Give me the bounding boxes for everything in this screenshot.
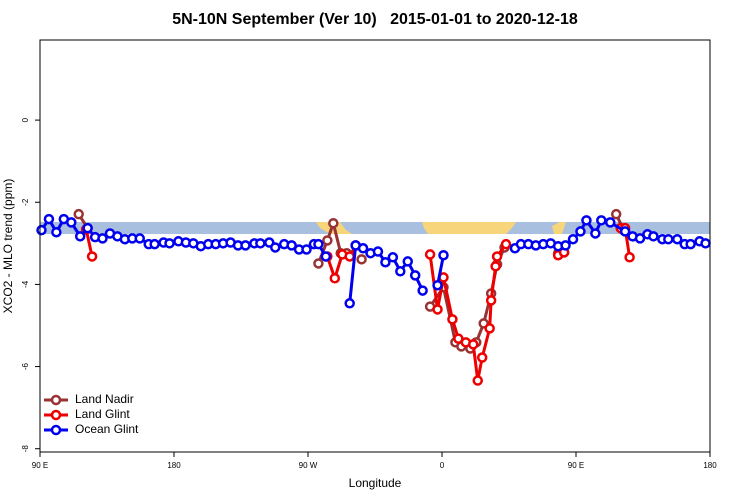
data-point bbox=[329, 272, 341, 284]
data-point bbox=[560, 240, 571, 251]
data-point bbox=[432, 304, 443, 315]
data-point bbox=[51, 226, 62, 238]
data-point bbox=[604, 217, 616, 228]
data-point bbox=[417, 285, 428, 296]
data-point bbox=[286, 240, 297, 251]
data-point bbox=[240, 240, 251, 251]
data-point bbox=[468, 339, 479, 350]
data-point bbox=[149, 238, 160, 250]
y-tick-label: 0 bbox=[21, 117, 30, 122]
plot-frame bbox=[39, 39, 711, 453]
y-tick-label: -6 bbox=[21, 362, 30, 370]
data-point bbox=[269, 242, 281, 253]
data-point bbox=[357, 243, 369, 254]
data-point bbox=[490, 261, 501, 272]
y-tick-label: -4 bbox=[21, 280, 30, 288]
y-axis-label: XCO2 - MLO trend (ppm) bbox=[1, 179, 15, 314]
data-point bbox=[447, 314, 458, 325]
data-point bbox=[82, 222, 93, 234]
data-point bbox=[575, 226, 586, 237]
x-tick-label: 180 bbox=[167, 461, 181, 470]
data-point bbox=[491, 251, 503, 262]
data-point bbox=[402, 256, 414, 267]
data-point bbox=[484, 323, 495, 334]
x-axis-label: Longitude bbox=[349, 476, 402, 490]
land-patch bbox=[552, 222, 566, 234]
y-tick-label: -8 bbox=[21, 445, 30, 453]
chart-title: 5N-10N September (Ver 10) 2015-01-01 to … bbox=[172, 11, 578, 28]
data-point bbox=[387, 252, 399, 263]
data-point bbox=[590, 228, 601, 239]
legend-marker bbox=[50, 409, 62, 421]
data-point bbox=[485, 295, 497, 306]
data-point bbox=[36, 224, 47, 236]
land-patch bbox=[422, 222, 516, 234]
data-point bbox=[313, 258, 324, 269]
legend-marker bbox=[50, 424, 62, 436]
data-point bbox=[372, 246, 384, 257]
legend-marker bbox=[50, 394, 62, 406]
data-point bbox=[322, 235, 333, 246]
data-point bbox=[663, 233, 674, 245]
data-point bbox=[328, 217, 339, 229]
data-point bbox=[648, 231, 659, 242]
land-ocean-strip bbox=[40, 222, 710, 234]
data-point bbox=[344, 251, 355, 262]
data-point bbox=[596, 215, 607, 226]
data-point bbox=[476, 352, 488, 363]
x-tick-label: 90 E bbox=[568, 461, 584, 470]
data-point bbox=[685, 238, 696, 250]
x-tick-label: 0 bbox=[440, 461, 445, 470]
data-point bbox=[74, 231, 86, 242]
data-point bbox=[634, 233, 646, 244]
data-point bbox=[313, 238, 324, 250]
data-point bbox=[581, 215, 592, 226]
y-tick-label: -2 bbox=[21, 198, 30, 206]
plot-marks bbox=[36, 208, 711, 386]
data-point bbox=[409, 270, 421, 281]
ocean-strip bbox=[40, 222, 710, 234]
data-point bbox=[134, 233, 146, 244]
data-point bbox=[255, 238, 266, 249]
data-point bbox=[86, 251, 98, 262]
data-point bbox=[395, 266, 406, 277]
series-line bbox=[428, 243, 508, 381]
data-point bbox=[424, 249, 436, 260]
data-point bbox=[43, 213, 55, 225]
legend-label: Ocean Glint bbox=[75, 422, 139, 436]
data-point bbox=[619, 226, 631, 237]
data-point bbox=[380, 256, 391, 268]
data-point bbox=[700, 238, 711, 249]
data-point bbox=[73, 208, 84, 220]
data-point bbox=[671, 233, 683, 245]
data-point bbox=[624, 252, 635, 263]
data-point bbox=[66, 217, 77, 228]
x-tick-label: 180 bbox=[703, 461, 717, 470]
data-point bbox=[356, 254, 367, 265]
legend-label: Land Nadir bbox=[75, 392, 134, 406]
data-point bbox=[164, 238, 175, 249]
data-point bbox=[567, 233, 579, 245]
data-point bbox=[320, 251, 332, 262]
data-point bbox=[472, 375, 483, 386]
data-point bbox=[344, 298, 355, 309]
data-point bbox=[500, 238, 512, 250]
data-point bbox=[432, 279, 443, 291]
x-tick-label: 90 W bbox=[299, 461, 318, 470]
data-point bbox=[438, 249, 449, 261]
data-point bbox=[97, 233, 108, 244]
x-tick-label: 90 E bbox=[32, 461, 48, 470]
data-point bbox=[301, 244, 312, 255]
data-point bbox=[610, 208, 622, 220]
legend-label: Land Glint bbox=[75, 407, 130, 421]
